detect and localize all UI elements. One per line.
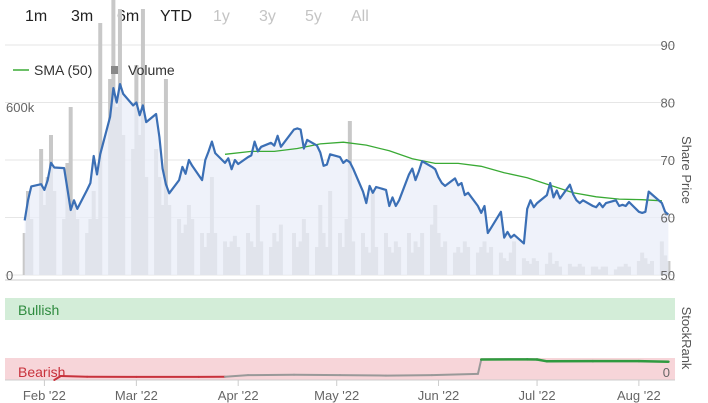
range-3y-button: 3y [259, 8, 276, 25]
volume-bar [98, 23, 103, 275]
range-all-button: All [351, 8, 369, 25]
price-tick-label: 60 [661, 211, 675, 226]
stockrank-segment [476, 358, 483, 375]
range-3m-button[interactable]: 3m [71, 8, 94, 25]
bearish-label: Bearish [18, 364, 65, 380]
price-axis-title: Share Price [679, 136, 694, 204]
volume-bar [68, 107, 73, 275]
range-6m-button[interactable]: 6m [117, 8, 140, 25]
volume-tick-label: 0 [6, 268, 13, 283]
price-tick-label: 80 [661, 96, 675, 111]
x-tick-label: May '22 [314, 388, 359, 403]
price-tick-label: 50 [661, 268, 675, 283]
sma-legend-label: SMA (50) [34, 62, 92, 78]
stockrank-segment [637, 359, 670, 363]
range-1y-button: 1y [213, 8, 230, 25]
x-tick-label: Aug '22 [617, 388, 661, 403]
volume-tick-label: 600k [6, 100, 35, 115]
x-tick-label: Jul '22 [518, 388, 555, 403]
bullish-band [5, 298, 675, 320]
price-area [24, 84, 669, 275]
x-tick-label: Jun '22 [418, 388, 460, 403]
price-series [23, 83, 670, 245]
price-line [23, 83, 670, 245]
stockrank-segment [535, 358, 549, 363]
volume-legend-swatch [111, 66, 118, 74]
stockrank-axis-title: StockRank [679, 307, 694, 370]
x-tick-label: Apr '22 [218, 388, 259, 403]
range-ytd-button[interactable]: YTD [160, 8, 192, 25]
sma-series [224, 141, 662, 202]
range-5y-button: 5y [305, 8, 322, 25]
stockrank-segment [224, 374, 250, 378]
volume-legend-label: Volume [128, 62, 175, 78]
stockrank-series [53, 358, 670, 381]
sma-line [224, 141, 662, 202]
price-tick-label: 90 [661, 38, 675, 53]
x-tick-label: Mar '22 [115, 388, 158, 403]
stockrank-segment [59, 375, 89, 378]
price-tick-label: 70 [661, 153, 675, 168]
price-area-fill [24, 84, 669, 275]
range-1m-button[interactable]: 1m [25, 8, 48, 25]
volume-tick-label: 1m [6, 0, 24, 3]
bullish-label: Bullish [18, 302, 59, 318]
volume-bar [163, 79, 168, 275]
x-tick-label: Feb '22 [23, 388, 66, 403]
stockrank-tick-label: 0 [663, 365, 670, 380]
stockrank-segment [430, 372, 479, 377]
bearish-band [5, 358, 675, 380]
legend: SMA (50) Volume [13, 62, 175, 78]
stockrank-bands [5, 298, 675, 381]
stockrank-segment [53, 375, 62, 381]
volume-bar [666, 261, 671, 275]
